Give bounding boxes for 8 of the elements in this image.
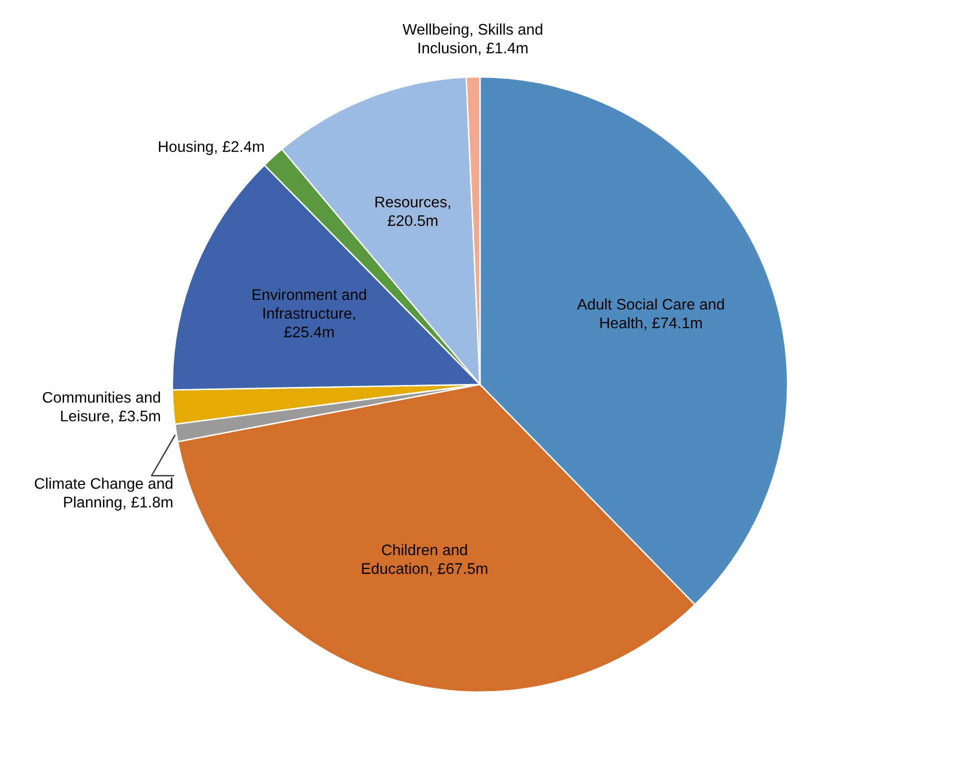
slice-label: Environment and Infrastructure, £25.4m [252,288,366,338]
slice-label: Children and Education, £67.5m [362,544,488,576]
slice-label: Adult Social Care and Health, £74.1m [577,298,724,330]
slice-label: Housing, £2.4m [158,140,264,156]
slice-label: Wellbeing, Skills and Inclusion, £1.4m [402,24,542,56]
slice-label: Resources, £20.5m [375,196,450,226]
slice-label: Communities and Leisure, £3.5m [42,392,160,424]
slice-label: Climate Change and Planning, £1.8m [34,478,172,511]
